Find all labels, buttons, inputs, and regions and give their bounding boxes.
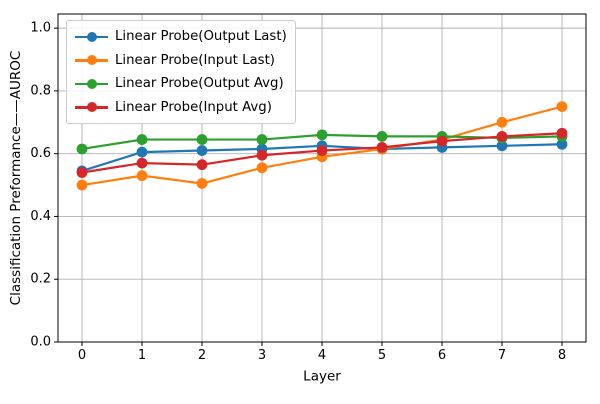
x-tick-label: 7	[498, 348, 506, 363]
data-point	[556, 101, 568, 112]
y-axis-label: Classification Preformance——AUROC	[8, 51, 24, 306]
data-point	[136, 146, 148, 158]
data-point	[136, 134, 148, 145]
legend-entry-3: Linear Probe(Input Avg)	[75, 96, 287, 120]
data-point	[76, 167, 88, 178]
data-point	[496, 116, 508, 128]
x-tick-label: 8	[558, 348, 566, 363]
legend-label: Linear Probe(Output Avg)	[115, 76, 284, 92]
x-axis-label: Layer	[303, 369, 341, 385]
y-tick-label: 0.2	[30, 272, 51, 287]
x-tick-label: 0	[78, 348, 86, 363]
x-tick-label: 2	[198, 348, 206, 363]
tick-layer: 0 1 2 3 4 5 6 7 8 0.0 0.2 0.4 0.6 0.8 1.0	[30, 21, 566, 363]
legend-label: Linear Probe(Output Last)	[115, 29, 287, 45]
data-point	[316, 145, 328, 156]
legend: Linear Probe(Output Last) Linear Probe(In…	[66, 20, 296, 124]
x-tick-label: 3	[258, 348, 266, 363]
data-point	[556, 138, 568, 150]
data-point	[196, 159, 208, 171]
data-point	[196, 134, 208, 145]
x-tick-label: 1	[138, 348, 146, 363]
legend-line-marker-icon	[75, 31, 108, 42]
data-point	[316, 129, 328, 141]
data-point	[196, 145, 208, 156]
legend-label: Linear Probe(Input Avg)	[115, 99, 272, 115]
legend-entry-0: Linear Probe(Output Last)	[75, 25, 287, 49]
legend-line-marker-icon	[75, 102, 108, 113]
x-tick-label: 5	[378, 348, 386, 363]
data-point	[436, 135, 448, 147]
data-point	[376, 131, 388, 142]
legend-line-marker-icon	[75, 55, 108, 66]
y-tick-label: 0.4	[30, 209, 51, 224]
x-tick-label: 6	[438, 348, 446, 363]
data-point	[496, 140, 508, 152]
data-point	[196, 178, 208, 189]
legend-entry-1: Linear Probe(Input Last)	[75, 49, 287, 73]
data-point	[256, 149, 268, 161]
y-tick-label: 0.8	[30, 83, 51, 98]
data-point	[136, 157, 148, 169]
legend-label: Linear Probe(Input Last)	[115, 52, 275, 68]
legend-line-marker-icon	[75, 78, 108, 89]
y-tick-label: 1.0	[30, 21, 51, 36]
legend-entry-2: Linear Probe(Output Avg)	[75, 72, 287, 96]
data-point	[136, 170, 148, 182]
data-point	[496, 131, 508, 142]
series-layer	[76, 101, 568, 191]
y-tick-label: 0.0	[30, 335, 51, 350]
x-tick-label: 4	[318, 348, 326, 363]
data-point	[376, 141, 388, 153]
data-point	[556, 127, 568, 139]
data-point	[256, 134, 268, 145]
data-point	[76, 179, 88, 191]
y-tick-label: 0.6	[30, 146, 51, 161]
data-point	[76, 143, 88, 155]
data-point	[256, 162, 268, 174]
